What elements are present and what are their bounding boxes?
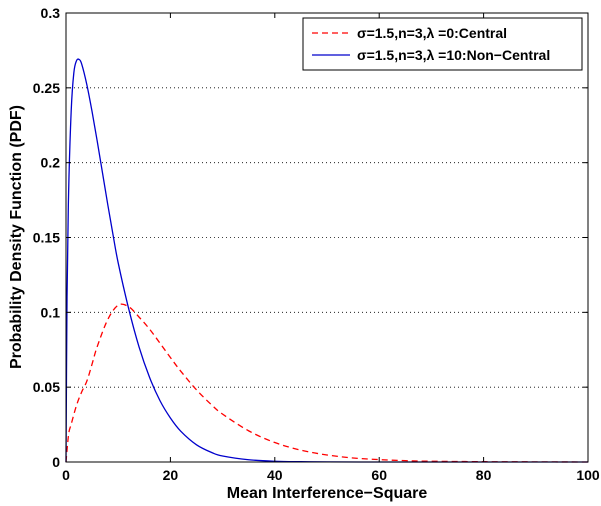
x-tick-label: 100 [576, 467, 600, 483]
x-tick-label: 60 [371, 467, 387, 483]
legend-label-noncentral: σ=1.5,n=3,λ =10:Non−Central [357, 47, 550, 63]
x-tick-label: 40 [267, 467, 283, 483]
legend-label-central: σ=1.5,n=3,λ =0:Central [357, 25, 507, 41]
y-tick-label: 0.15 [33, 230, 60, 246]
y-tick-label: 0 [52, 454, 60, 470]
x-tick-label: 20 [163, 467, 179, 483]
legend-box [302, 17, 583, 71]
series-line-central [65, 303, 589, 463]
y-tick-label: 0.05 [33, 379, 60, 395]
y-tick-label: 0.1 [41, 304, 61, 320]
legend: σ=1.5,n=3,λ =0:Central σ=1.5,n=3,λ =10:N… [302, 17, 583, 71]
y-tick-label: 0.3 [41, 5, 61, 21]
x-tick-label: 80 [476, 467, 492, 483]
y-tick-label: 0.2 [41, 155, 61, 171]
axis-tick-labels: 0 0.05 0.1 0.15 0.2 0.25 0.3 0 20 40 60 80 100 [33, 5, 600, 483]
axis-ticks [65, 12, 589, 463]
x-tick-label: 0 [62, 467, 70, 483]
grid-lines [66, 87, 588, 388]
y-axis-label: Probability Density Function (PDF) [8, 105, 25, 369]
x-axis-label: Mean Interference−Square [227, 485, 428, 502]
y-tick-label: 0.25 [33, 80, 60, 96]
